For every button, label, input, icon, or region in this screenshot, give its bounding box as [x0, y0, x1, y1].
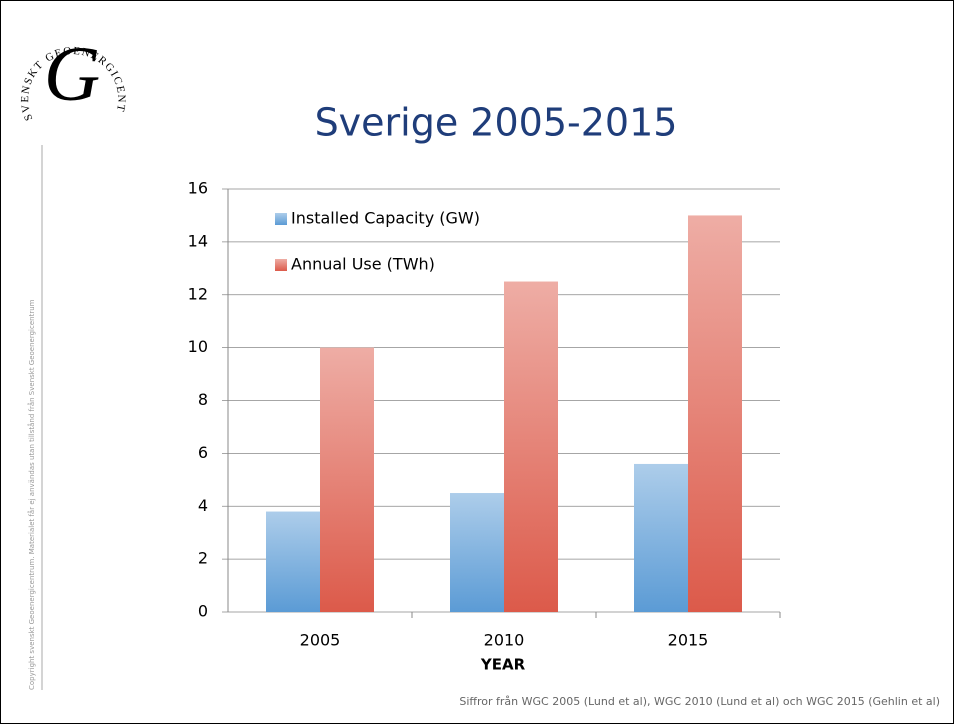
- bar: [688, 215, 742, 612]
- logo-g: G: [44, 30, 100, 117]
- legend-swatch: [275, 213, 287, 225]
- y-tick-label: 14: [188, 231, 208, 250]
- y-tick-label: 16: [188, 179, 208, 198]
- y-tick-label: 12: [188, 284, 208, 303]
- legend-label: Installed Capacity (GW): [291, 209, 480, 228]
- x-axis-label: YEAR: [480, 656, 526, 674]
- source-note: Siffror från WGC 2005 (Lund et al), WGC …: [459, 695, 940, 708]
- y-tick-label: 2: [198, 549, 208, 568]
- bar: [266, 511, 320, 612]
- bar: [634, 463, 688, 612]
- y-tick-label: 8: [198, 390, 208, 409]
- y-tick-label: 10: [188, 337, 208, 356]
- legend-swatch: [275, 259, 287, 271]
- bar: [450, 493, 504, 612]
- x-tick-label: 2015: [668, 631, 709, 650]
- y-tick-label: 0: [198, 602, 208, 621]
- x-tick-label: 2005: [300, 631, 341, 650]
- x-tick-label: 2010: [484, 631, 525, 650]
- chart-title: Sverige 2005-2015: [315, 101, 678, 145]
- bar: [504, 281, 558, 612]
- legend-label: Annual Use (TWh): [291, 255, 435, 274]
- copyright: Copyright svenskt Geoenergicentrum. Mate…: [27, 299, 36, 690]
- bar: [320, 347, 374, 612]
- y-tick-label: 4: [198, 496, 208, 515]
- y-tick-label: 6: [198, 443, 208, 462]
